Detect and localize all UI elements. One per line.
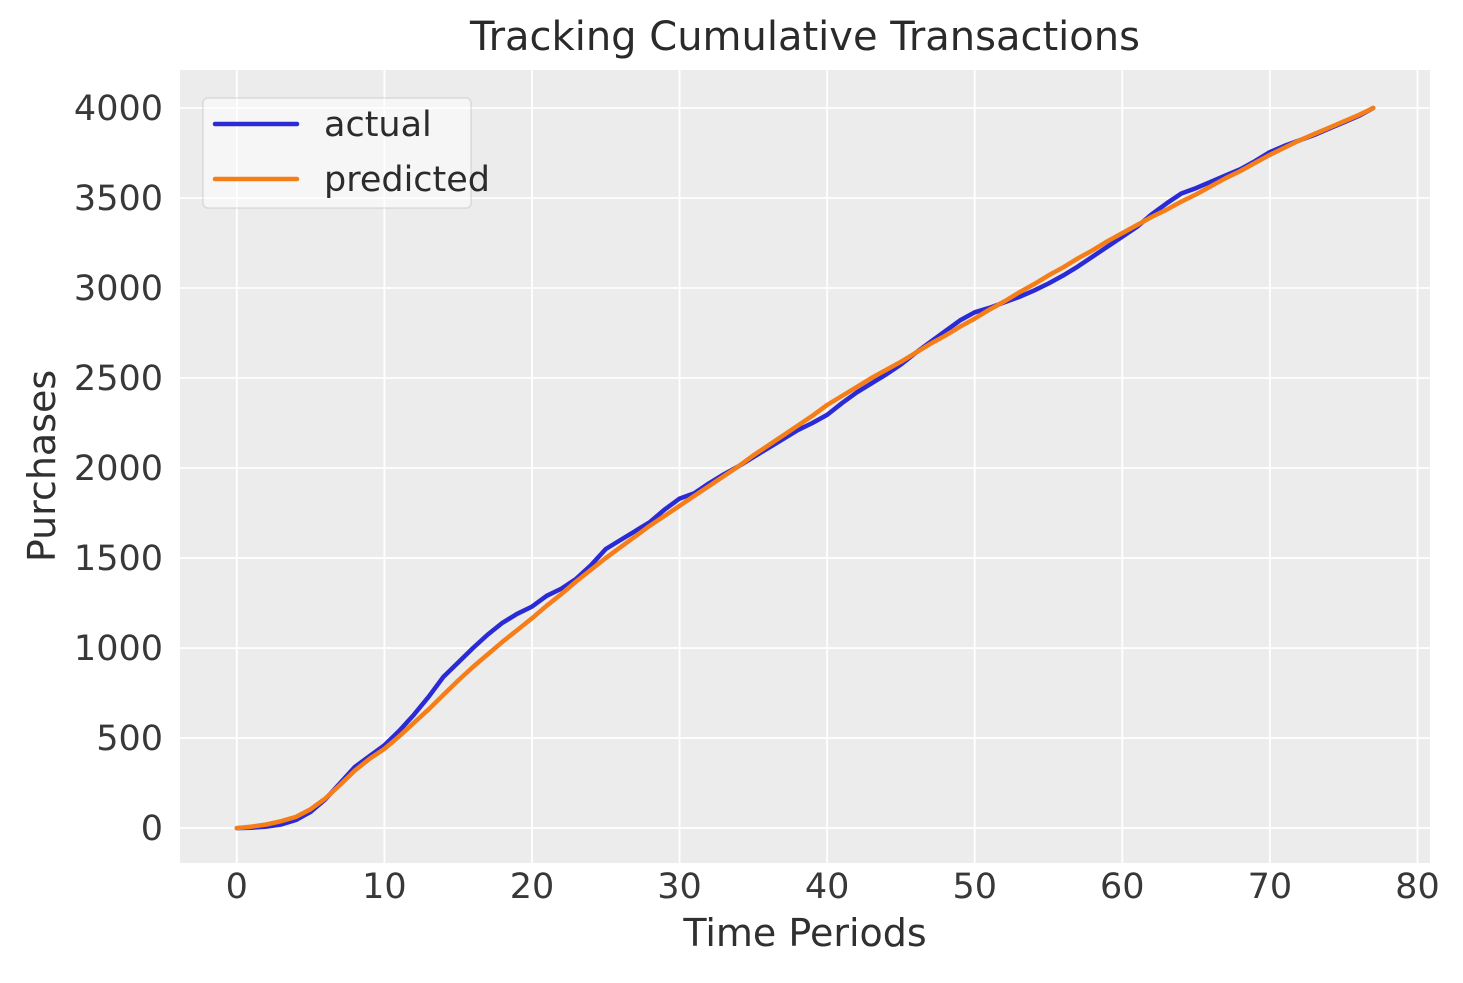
x-tick-label: 40 — [805, 867, 850, 907]
x-tick-label: 0 — [226, 867, 248, 907]
chart-title: Tracking Cumulative Transactions — [469, 14, 1140, 60]
x-tick-label: 70 — [1248, 867, 1293, 907]
x-tick-label: 20 — [510, 867, 555, 907]
series-line-predicted — [234, 105, 1376, 831]
y-tick-label: 500 — [96, 719, 163, 759]
axis-ticks: 0 10 20 30 40 50 60 70 80 0 500 1000 1500 2000 2500 300… — [74, 89, 1440, 907]
series-line-actual — [234, 105, 1376, 831]
y-axis-label: Purchases — [20, 370, 64, 562]
y-tick-label: 1500 — [74, 539, 163, 579]
y-tick-label: 3000 — [74, 269, 163, 309]
legend-label-predicted: predicted — [324, 160, 490, 200]
x-axis-label: Time Periods — [682, 911, 926, 955]
y-tick-label: 2500 — [74, 359, 163, 399]
y-tick-label: 1000 — [74, 629, 163, 669]
x-tick-label: 50 — [952, 867, 997, 907]
y-tick-label: 0 — [141, 809, 163, 849]
x-tick-label: 60 — [1100, 867, 1145, 907]
y-tick-label: 2000 — [74, 449, 163, 489]
x-tick-label: 30 — [657, 867, 702, 907]
x-tick-label: 80 — [1395, 867, 1440, 907]
legend-label-actual: actual — [324, 105, 432, 145]
y-tick-label: 3500 — [74, 179, 163, 219]
legend: actual predicted — [202, 97, 490, 209]
x-tick-label: 10 — [362, 867, 407, 907]
y-tick-label: 4000 — [74, 89, 163, 129]
